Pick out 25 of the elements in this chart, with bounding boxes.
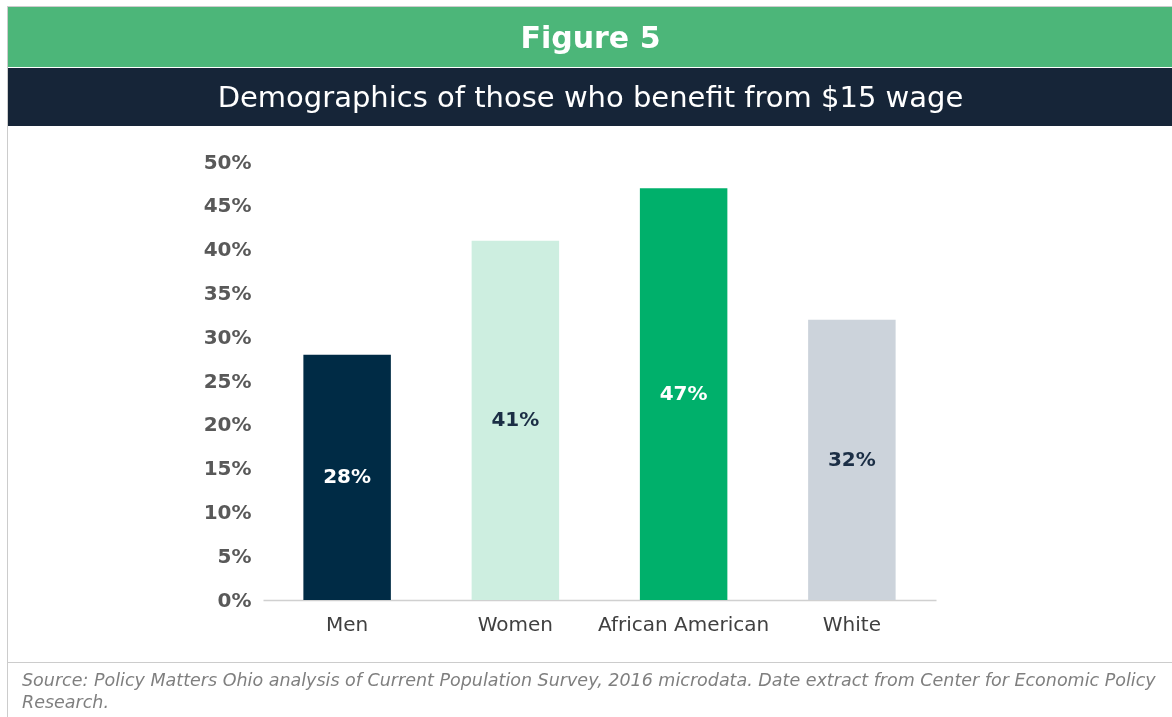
- bar: [471, 240, 560, 600]
- data-label: 47%: [659, 381, 708, 406]
- data-label: 41%: [491, 407, 540, 432]
- y-tick-label: 35%: [203, 280, 252, 305]
- y-tick-label: 0%: [217, 587, 252, 612]
- chart-subtitle: Demographics of those who benefit from $15 wage: [8, 68, 1172, 126]
- source-note: Source: Policy Matters Ohio analysis of Current Population Survey, 2016 microdata. Date extract from Center for Economic Policy Research.: [8, 662, 1172, 713]
- y-tick-label: 40%: [203, 237, 252, 262]
- data-label: 28%: [323, 464, 372, 489]
- bar: [639, 188, 728, 600]
- y-tick-label: 45%: [203, 193, 252, 218]
- y-tick-label: 20%: [203, 412, 252, 437]
- y-tick-label: 10%: [203, 499, 252, 524]
- x-tick-label: Women: [477, 611, 554, 636]
- chart-title: Figure 5: [8, 7, 1172, 67]
- y-tick-label: 50%: [203, 149, 252, 174]
- x-tick-label: Men: [326, 611, 369, 636]
- data-label: 32%: [827, 446, 876, 471]
- x-tick-label: African American: [598, 611, 770, 636]
- y-tick-label: 5%: [217, 543, 252, 568]
- y-tick-label: 30%: [203, 324, 252, 349]
- y-tick-label: 25%: [203, 368, 252, 393]
- y-tick-label: 15%: [203, 456, 252, 481]
- bar: [303, 354, 391, 600]
- x-tick-label: White: [822, 611, 881, 636]
